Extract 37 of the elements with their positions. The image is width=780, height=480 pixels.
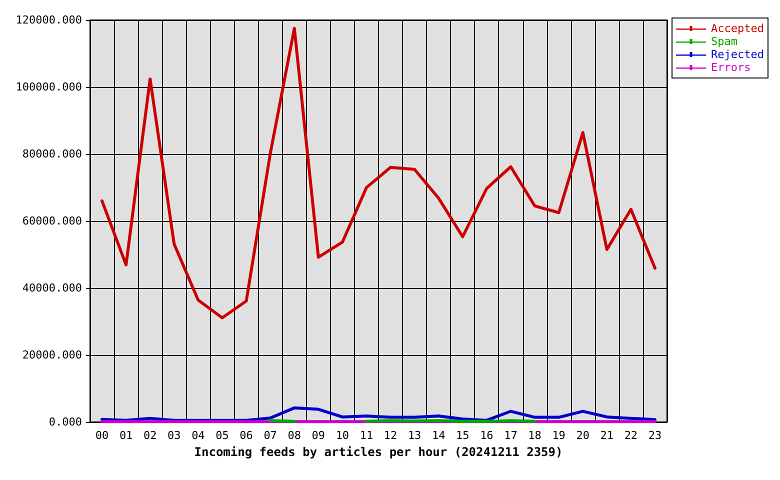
x-axis-title: Incoming feeds by articles per hour (20241211 2359) (194, 445, 563, 459)
x-tick-label: 01 (119, 429, 133, 442)
x-tick-label: 22 (624, 429, 638, 442)
x-tick-label: 06 (240, 429, 253, 442)
y-tick-label: 20000.000 (22, 348, 82, 362)
legend-label: Rejected (711, 48, 764, 61)
x-tick-label: 18 (528, 429, 542, 442)
x-tick-label: 20 (576, 429, 590, 442)
y-tick-label: 0.000 (48, 416, 82, 428)
legend-label: Spam (711, 35, 738, 48)
x-tick-label: 21 (600, 429, 614, 442)
x-tick-label: 02 (143, 429, 157, 442)
x-tick-label: 09 (312, 429, 326, 442)
x-tick-label: 16 (480, 429, 494, 442)
y-tick-label: 120000.000 (16, 14, 82, 26)
x-tick-label: 23 (648, 429, 662, 442)
y-tick-label: 40000.000 (22, 282, 82, 294)
x-tick-label: 03 (168, 429, 181, 442)
x-tick-label: 07 (264, 429, 277, 442)
line-series (100, 26, 656, 320)
x-tick-label: 04 (192, 429, 206, 442)
y-tick-label: 80000.000 (22, 148, 82, 160)
x-tick-label: 12 (384, 429, 398, 442)
x-tick-label: 13 (408, 429, 422, 442)
x-tick-label: 14 (432, 429, 446, 442)
y-tick-label: 60000.000 (22, 214, 82, 228)
x-tick-label: 05 (216, 429, 229, 442)
y-tick-label: 100000.000 (16, 80, 82, 94)
legend-label: Accepted (711, 22, 764, 35)
legend-label: Errors (711, 61, 751, 74)
x-tick-label: 17 (504, 429, 518, 442)
x-tick-label: 10 (336, 429, 350, 442)
x-tick-label: 00 (95, 429, 109, 442)
x-tick-label: 08 (288, 429, 301, 442)
x-tick-label: 11 (360, 429, 374, 442)
x-tick-label: 15 (456, 429, 470, 442)
x-tick-label: 19 (552, 429, 566, 442)
